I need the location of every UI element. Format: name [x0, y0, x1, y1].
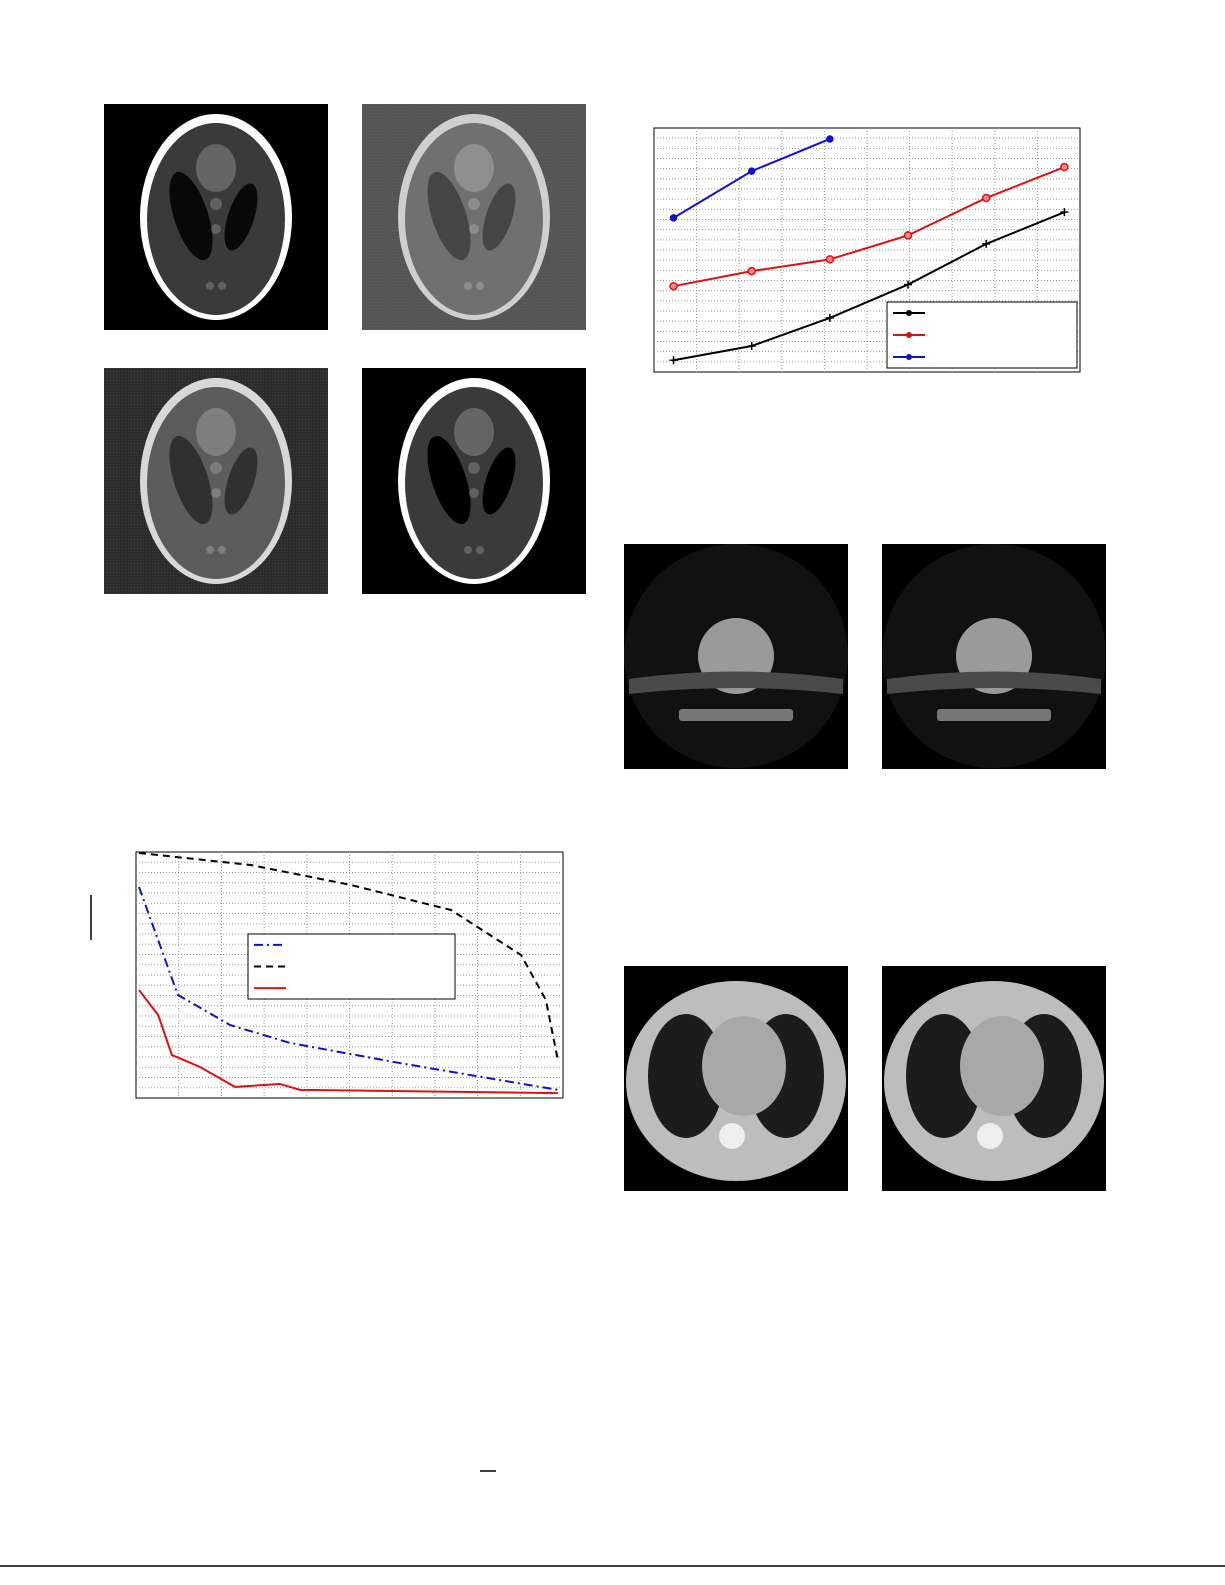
spot — [218, 546, 226, 554]
spine — [977, 1123, 1003, 1149]
point — [747, 167, 756, 175]
spot — [476, 546, 484, 554]
point — [747, 266, 756, 276]
couch — [679, 709, 793, 721]
spot — [464, 546, 472, 554]
point — [825, 255, 835, 264]
legend-marker — [906, 354, 912, 360]
spot — [476, 282, 484, 290]
lung — [648, 1014, 724, 1138]
blob — [196, 144, 236, 192]
point — [669, 214, 678, 222]
point — [1060, 162, 1069, 172]
brain — [405, 123, 543, 315]
blob — [196, 408, 236, 456]
brain — [147, 387, 285, 579]
spot — [206, 546, 214, 554]
heart — [702, 1016, 786, 1116]
point — [982, 239, 991, 248]
spot — [210, 462, 222, 474]
phantom-image — [104, 368, 328, 594]
spot — [211, 224, 221, 234]
ventricle — [224, 183, 258, 251]
blob — [454, 144, 494, 192]
point — [981, 193, 991, 203]
phantom-image — [362, 368, 586, 594]
blob — [454, 408, 494, 456]
point — [1060, 208, 1069, 217]
legend-marker — [906, 310, 912, 316]
ventricle — [427, 171, 471, 261]
ct-image — [624, 544, 848, 769]
ct-image — [624, 966, 848, 1191]
phantom-image — [362, 104, 586, 330]
spot — [218, 282, 226, 290]
table — [887, 671, 1101, 694]
ct-image — [882, 544, 1106, 769]
legend-marker — [906, 332, 912, 338]
spot — [211, 488, 221, 498]
point — [669, 356, 678, 365]
spot — [468, 462, 480, 474]
ventricle — [482, 447, 516, 515]
brain — [405, 387, 543, 579]
point — [903, 231, 913, 240]
point — [825, 313, 834, 322]
series-line — [673, 166, 1065, 288]
lung — [906, 1014, 982, 1138]
series-line — [673, 211, 1065, 362]
ventricle — [224, 447, 258, 515]
heart — [960, 1016, 1044, 1116]
ventricle — [427, 435, 471, 525]
point — [669, 281, 678, 291]
spine — [719, 1123, 745, 1149]
ventricle — [169, 171, 213, 261]
spot — [469, 488, 479, 498]
table — [629, 671, 843, 694]
brain — [147, 123, 285, 315]
point — [826, 135, 834, 143]
ventricle — [482, 183, 516, 251]
spot — [469, 224, 479, 234]
spot — [468, 198, 480, 210]
spot — [206, 282, 214, 290]
spot — [464, 282, 472, 290]
phantom-image — [104, 104, 328, 330]
ct-image — [882, 966, 1106, 1191]
series-line — [138, 989, 558, 1095]
series-line — [138, 886, 559, 1091]
series-line — [138, 851, 559, 1061]
couch — [937, 709, 1051, 721]
ventricle — [169, 435, 213, 525]
spot — [210, 198, 222, 210]
point — [904, 280, 913, 289]
point — [747, 341, 756, 350]
